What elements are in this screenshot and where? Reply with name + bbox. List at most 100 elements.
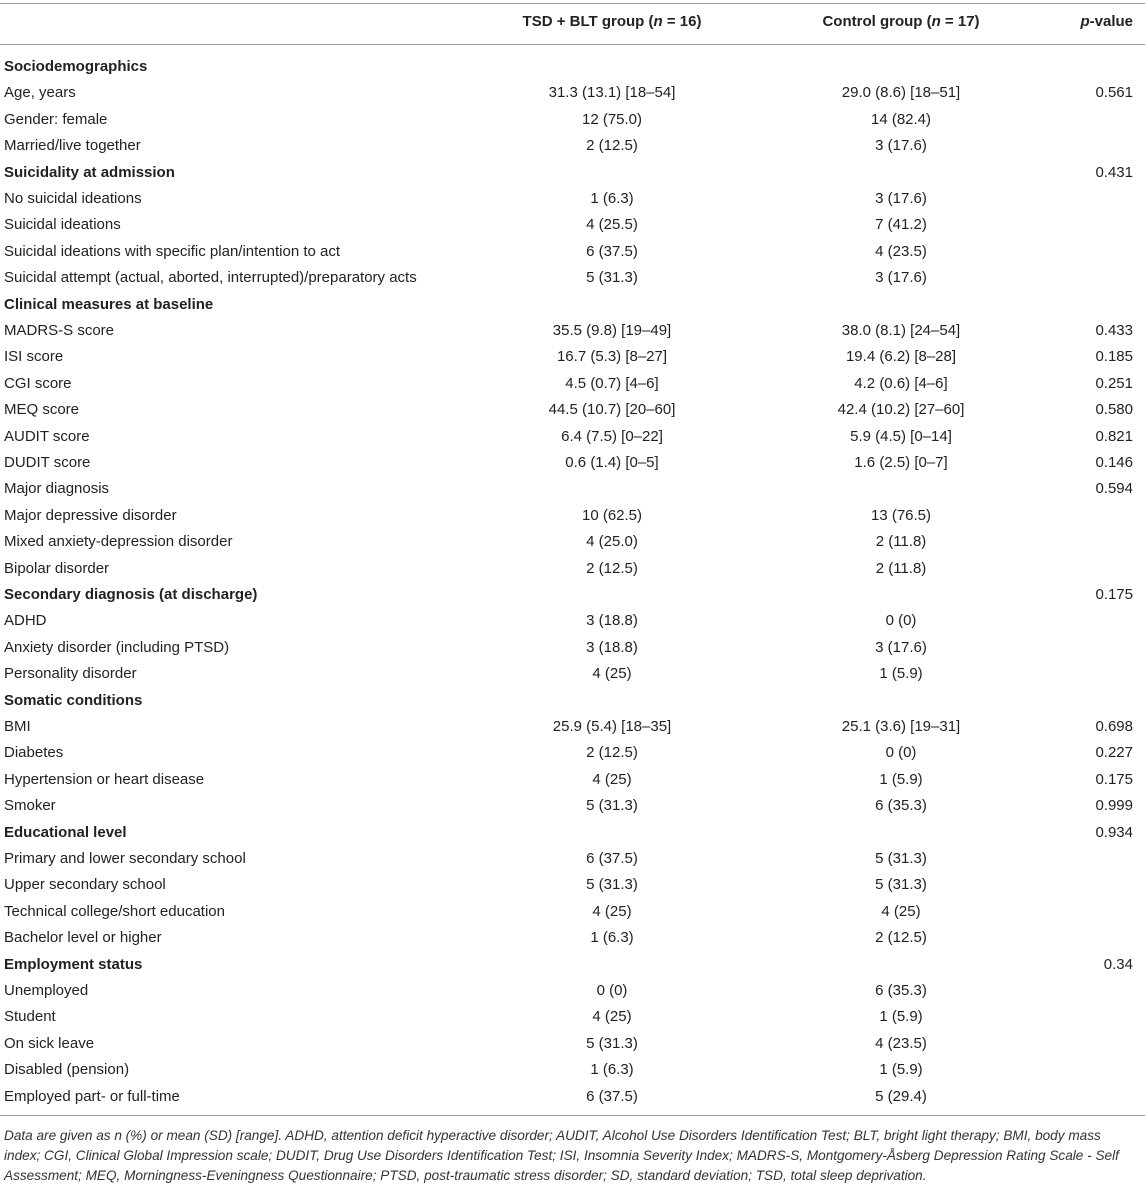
row-label: Student [4, 1008, 56, 1026]
row-label: Technical college/short education [4, 902, 225, 920]
section-title: Suicidality at admission [4, 163, 175, 181]
header-text: -value [1089, 13, 1133, 30]
cell-value: 7 (41.2) [875, 216, 927, 234]
cell-value: 25.1 (3.6) [19–31] [841, 718, 961, 735]
cell-value: 4 (25) [592, 665, 632, 683]
row-label: Bipolar disorder [4, 559, 110, 577]
row-label: Suicidal ideations with specific plan/in… [4, 242, 341, 260]
cell-value: 35.5 (9.8) [19–49] [552, 322, 672, 339]
p-value: 0.999 [1095, 797, 1133, 815]
p-value: 0.185 [1095, 348, 1133, 366]
cell-value: 4 (25) [592, 1008, 632, 1026]
cell-value: 3 (17.6) [875, 638, 927, 656]
row-label: Age, years [4, 84, 76, 102]
row-label: ISI score [4, 348, 64, 366]
header-text: n [653, 13, 663, 30]
row-label: Mixed anxiety-depression disorder [4, 533, 233, 551]
p-value: 0.580 [1095, 401, 1133, 419]
cell-value: 5.9 (4.5) [0–14] [850, 427, 952, 445]
header-text: p [1080, 13, 1090, 30]
row-label: Employed part- or full-time [4, 1087, 180, 1105]
p-value: 0.594 [1095, 480, 1133, 498]
row-label: DUDIT score [4, 454, 91, 471]
cell-value: 4 (25) [881, 902, 921, 920]
header-text: n [931, 13, 941, 30]
cell-value: 0.6 (1.4) [0–5] [565, 454, 659, 471]
cell-value: 0 (0) [885, 612, 917, 630]
row-label: Married/live together [4, 137, 141, 155]
cell-value: 2 (12.5) [586, 744, 638, 762]
cell-value: 3 (18.8) [586, 638, 638, 656]
cell-value: 42.4 (10.2) [27–60] [837, 401, 965, 419]
row-label: Suicidal ideations [4, 216, 121, 234]
p-value: 0.175 [1095, 586, 1133, 603]
cell-value: 4 (25.5) [586, 216, 638, 234]
cell-value: 2 (11.8) [875, 559, 927, 577]
cell-value: 4 (23.5) [875, 1034, 927, 1052]
cell-value: 0 (0) [885, 744, 917, 762]
cell-value: 5 (31.3) [875, 850, 927, 867]
cell-value: 5 (29.4) [875, 1087, 927, 1105]
p-value: 0.34 [1103, 955, 1133, 973]
cell-value: 3 (17.6) [875, 190, 927, 207]
footnote: Data are given as n (%) or mean (SD) [ra… [4, 1128, 1119, 1183]
cell-value: 29.0 (8.6) [18–51] [841, 84, 961, 102]
cell-value: 6 (35.3) [875, 982, 927, 999]
cell-value: 1 (5.9) [879, 665, 923, 683]
cell-value: 6.4 (7.5) [0–22] [561, 427, 663, 445]
row-label: Smoker [4, 797, 56, 815]
row-label: Personality disorder [4, 665, 137, 683]
column-header: TSD + BLT group (n = 16) [523, 12, 702, 32]
p-value: 0.175 [1095, 770, 1133, 788]
row-label: Primary and lower secondary school [4, 850, 246, 867]
row-label: Major depressive disorder [4, 506, 177, 524]
p-value: 0.251 [1095, 374, 1133, 392]
cell-value: 0 (0) [596, 982, 628, 999]
cell-value: 4 (23.5) [875, 242, 927, 260]
p-value: 0.698 [1095, 718, 1133, 735]
bottom-rule [0, 1115, 1145, 1116]
cell-value: 1 (6.3) [590, 1061, 634, 1079]
header-text: = 16) [662, 13, 702, 30]
cell-value: 2 (12.5) [875, 929, 927, 947]
cell-value: 5 (31.3) [586, 1034, 638, 1052]
p-value: 0.431 [1095, 163, 1133, 181]
cell-value: 5 (31.3) [586, 797, 638, 815]
cell-value: 4.2 (0.6) [4–6] [854, 374, 948, 392]
cell-value: 5 (31.3) [875, 876, 927, 894]
cell-value: 19.4 (6.2) [8–28] [845, 348, 957, 366]
cell-value: 3 (17.6) [875, 269, 927, 287]
cell-value: 1.6 (2.5) [0–7] [854, 454, 948, 471]
row-label: Disabled (pension) [4, 1061, 130, 1079]
p-value: 0.433 [1095, 322, 1133, 339]
cell-value: 25.9 (5.4) [18–35] [552, 718, 672, 735]
row-label: No suicidal ideations [4, 190, 142, 207]
cell-value: 6 (37.5) [586, 1087, 638, 1105]
p-value: 0.821 [1095, 427, 1133, 445]
row-label: On sick leave [4, 1034, 95, 1052]
cell-value: 1 (5.9) [879, 1061, 923, 1079]
row-label: Gender: female [4, 110, 108, 128]
header-text: Control group ( [822, 13, 932, 30]
section-title: Employment status [4, 955, 143, 973]
section-title: Somatic conditions [4, 691, 143, 709]
cell-value: 6 (37.5) [586, 242, 638, 260]
cell-value: 38.0 (8.1) [24–54] [841, 322, 961, 339]
cell-value: 1 (5.9) [879, 1008, 923, 1026]
row-label: Bachelor level or higher [4, 929, 162, 947]
p-value: 0.934 [1095, 823, 1133, 841]
cell-value: 6 (37.5) [586, 850, 638, 867]
cell-value: 10 (62.5) [581, 506, 643, 524]
cell-value: 31.3 (13.1) [18–54] [548, 84, 676, 102]
row-label: ADHD [4, 612, 47, 630]
p-value: 0.561 [1095, 84, 1133, 102]
header-text: TSD + BLT group ( [522, 13, 654, 30]
cell-value: 1 (6.3) [590, 190, 634, 207]
p-value: 0.146 [1095, 454, 1133, 471]
row-label: Major diagnosis [4, 480, 110, 498]
cell-value: 2 (11.8) [875, 533, 927, 551]
row-label: Upper secondary school [4, 876, 166, 894]
cell-value: 4 (25) [592, 902, 632, 920]
cell-value: 44.5 (10.7) [20–60] [548, 401, 676, 419]
